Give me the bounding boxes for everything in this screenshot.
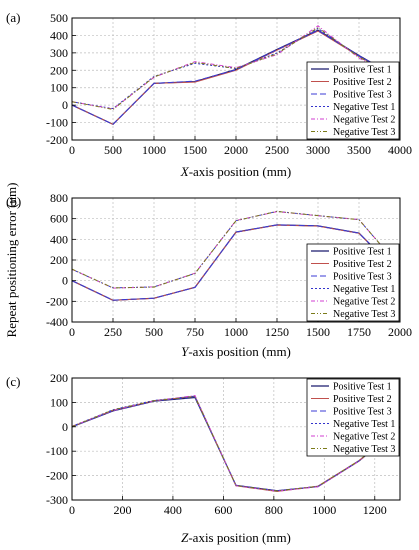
x-tick-label: 2000 bbox=[388, 325, 412, 339]
x-tick-label: 1250 bbox=[265, 325, 289, 339]
legend-entry-4: Negative Test 1 bbox=[333, 284, 395, 295]
legend-entry-6: Negative Test 3 bbox=[333, 309, 395, 320]
legend-entry-2: Positive Test 2 bbox=[333, 77, 392, 88]
x-tick-label: 0 bbox=[69, 325, 75, 339]
x-tick-label: 750 bbox=[186, 325, 204, 339]
x-tick-label: 4000 bbox=[388, 143, 412, 157]
panel-label: (c) bbox=[6, 374, 20, 389]
x-axis-title-rest: -axis position (mm) bbox=[188, 530, 291, 545]
series-group bbox=[72, 210, 400, 301]
legend-entry-4: Negative Test 1 bbox=[333, 102, 395, 113]
y-tick-label: 800 bbox=[50, 191, 68, 205]
legend-box bbox=[306, 378, 400, 457]
legend-entry-4: Negative Test 1 bbox=[333, 419, 395, 430]
panels: 0 500 1000 1500 2000 2500 3000 3500 4000-200-100… bbox=[4, 10, 412, 545]
y-tick-label: 100 bbox=[50, 81, 68, 95]
x-tick-label: 0 bbox=[69, 143, 75, 157]
x-axis-title-rest: -axis position (mm) bbox=[189, 164, 292, 179]
x-axis-title: Z-axis position (mm) bbox=[181, 530, 291, 545]
legend-entry-1: Positive Test 1 bbox=[333, 247, 392, 258]
y-tick-label: -300 bbox=[46, 493, 68, 507]
y-tick-label: 200 bbox=[50, 371, 68, 385]
x-tick-label: 1000 bbox=[142, 143, 166, 157]
series-line-6 bbox=[72, 210, 400, 289]
y-tick-label: 200 bbox=[50, 253, 68, 267]
x-tick-label: 600 bbox=[214, 503, 232, 517]
x-tick-label: 1750 bbox=[347, 325, 371, 339]
chart-panel-1: 0 500 1000 1500 2000 2500 3000 3500 4000-200-100… bbox=[6, 10, 412, 179]
series-line-3 bbox=[72, 224, 400, 301]
y-tick-label: 600 bbox=[50, 212, 68, 226]
x-tick-label: 1200 bbox=[363, 503, 387, 517]
x-tick-label: 2000 bbox=[224, 143, 248, 157]
y-tick-label: 0 bbox=[62, 98, 68, 112]
legend-entry-2: Positive Test 2 bbox=[333, 394, 392, 405]
x-tick-label: 0 bbox=[69, 503, 75, 517]
chart-panel-3: 0 200 400 600 800 1000 1200 -300 -200 -100 0 100 200… bbox=[6, 371, 401, 545]
plot-frame bbox=[71, 377, 401, 501]
legend-box bbox=[306, 61, 400, 140]
legend-entry-6: Negative Test 3 bbox=[333, 444, 395, 455]
y-tick-label: 0 bbox=[62, 420, 68, 434]
y-tick-label: -100 bbox=[46, 116, 68, 130]
y-tick-label: 300 bbox=[50, 46, 68, 60]
x-tick-label: 1000 bbox=[312, 503, 336, 517]
x-tick-label: 3000 bbox=[306, 143, 330, 157]
y-tick-label: -200 bbox=[46, 294, 68, 308]
y-axis-title: Repeat positioning error (um) bbox=[4, 183, 19, 338]
y-tick-label: 100 bbox=[50, 395, 68, 409]
x-tick-label: 1000 bbox=[224, 325, 248, 339]
x-tick-label: 400 bbox=[164, 503, 182, 517]
x-tick-label: 250 bbox=[104, 325, 122, 339]
series-group bbox=[72, 25, 400, 126]
series-line-5 bbox=[72, 25, 400, 110]
legend-entry-6: Negative Test 3 bbox=[333, 127, 395, 138]
x-tick-label: 800 bbox=[265, 503, 283, 517]
chart-panel-2: 0 250 500 750 1000 1250 1500 1750 2000 -400 -200 0 2… bbox=[4, 183, 412, 359]
x-axis-title-letter: Z bbox=[181, 530, 189, 545]
legend-entry-5: Negative Test 2 bbox=[333, 115, 395, 126]
x-tick-label: 200 bbox=[113, 503, 131, 517]
x-tick-label: 3500 bbox=[347, 143, 371, 157]
legend-entry-5: Negative Test 2 bbox=[333, 297, 395, 308]
panel-label: (a) bbox=[6, 10, 20, 25]
legend-entry-1: Positive Test 1 bbox=[333, 65, 392, 76]
y-tick-label: 200 bbox=[50, 63, 68, 77]
legend-entry-2: Positive Test 2 bbox=[333, 259, 392, 270]
x-tick-label: 500 bbox=[145, 325, 163, 339]
y-tick-label: 400 bbox=[50, 28, 68, 42]
x-axis-title-rest: -axis position (mm) bbox=[188, 344, 291, 359]
y-tick-label: -400 bbox=[46, 315, 68, 329]
x-tick-label: 1500 bbox=[183, 143, 207, 157]
x-axis-title-letter: Y bbox=[181, 344, 190, 359]
x-axis-title-letter: X bbox=[180, 164, 190, 179]
x-axis-title: Y-axis position (mm) bbox=[181, 344, 291, 359]
y-tick-label: 500 bbox=[50, 11, 68, 25]
y-tick-label: -200 bbox=[46, 133, 68, 147]
y-tick-label: 0 bbox=[62, 274, 68, 288]
legend-entry-3: Positive Test 3 bbox=[333, 407, 392, 418]
legend-box bbox=[306, 243, 400, 322]
legend-entry-3: Positive Test 3 bbox=[333, 90, 392, 101]
x-tick-label: 1500 bbox=[306, 325, 330, 339]
panel-label: (b) bbox=[6, 194, 21, 209]
x-tick-label: 500 bbox=[104, 143, 122, 157]
y-tick-label: -200 bbox=[46, 469, 68, 483]
legend-entry-3: Positive Test 3 bbox=[333, 272, 392, 283]
x-axis-title: X-axis position (mm) bbox=[180, 164, 292, 179]
series-line-6 bbox=[72, 395, 400, 492]
x-tick-label: 2500 bbox=[265, 143, 289, 157]
y-tick-label: -100 bbox=[46, 444, 68, 458]
series-group bbox=[72, 395, 400, 493]
y-tick-label: 400 bbox=[50, 232, 68, 246]
legend-entry-5: Negative Test 2 bbox=[333, 432, 395, 443]
legend-entry-1: Positive Test 1 bbox=[333, 382, 392, 393]
